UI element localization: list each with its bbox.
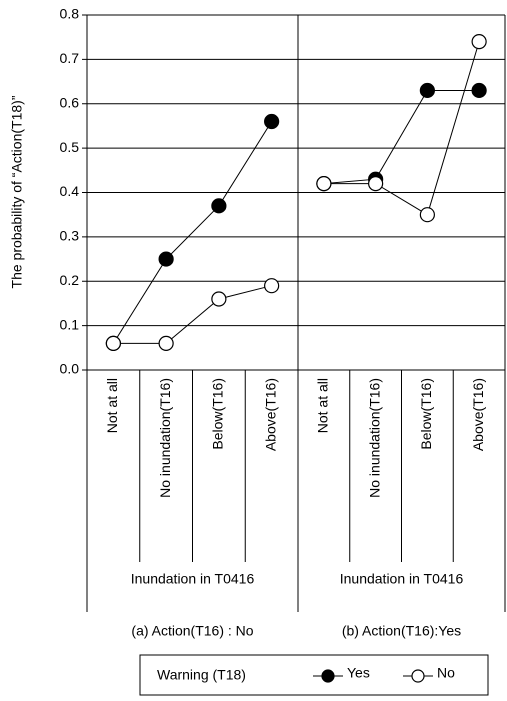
- data-point: [158, 251, 174, 267]
- x-tick-label: Above(T16): [262, 378, 278, 451]
- data-point: [264, 113, 280, 130]
- y-tick-label: 0.0: [60, 361, 80, 377]
- panel-caption: (b) Action(T16):Yes: [342, 623, 461, 639]
- y-tick-label: 0.2: [60, 272, 80, 288]
- data-point: [419, 82, 435, 99]
- data-point: [471, 34, 487, 50]
- group-label: Inundation in T0416: [340, 571, 464, 587]
- x-tick-label: Not at all: [104, 378, 120, 433]
- group-label: Inundation in T0416: [131, 571, 255, 587]
- series-line: [323, 41, 480, 216]
- y-axis-label: The probability of “Action(T18)”: [9, 95, 25, 288]
- panel-caption: (a) Action(T16) : No: [131, 623, 253, 639]
- data-point: [419, 207, 435, 223]
- data-point: [264, 278, 280, 294]
- x-tick-label: No inundation(T16): [157, 378, 173, 498]
- y-tick-label: 0.3: [60, 228, 80, 244]
- data-point: [211, 291, 227, 307]
- legend-box: [139, 654, 489, 696]
- legend-marker: [321, 669, 335, 683]
- series-line: [323, 89, 480, 185]
- data-point: [211, 198, 227, 214]
- legend-title: Warning (T18): [157, 667, 246, 683]
- y-tick-label: 0.6: [60, 94, 80, 110]
- data-point: [158, 335, 174, 351]
- legend-label: No: [437, 665, 455, 681]
- y-tick-label: 0.8: [60, 6, 80, 22]
- legend-marker: [411, 669, 425, 683]
- data-point: [471, 82, 487, 99]
- data-point: [368, 176, 384, 192]
- series-line: [112, 121, 273, 344]
- data-point: [105, 335, 121, 351]
- y-tick-label: 0.5: [60, 139, 80, 155]
- x-tick-label: No inundation(T16): [366, 378, 382, 498]
- data-point: [316, 176, 332, 192]
- y-tick-label: 0.1: [60, 316, 80, 332]
- x-tick-label: Below(T16): [418, 378, 434, 450]
- x-tick-label: Above(T16): [470, 378, 486, 451]
- y-tick-label: 0.7: [60, 50, 80, 66]
- y-tick-label: 0.4: [60, 183, 80, 199]
- x-tick-label: Not at all: [315, 378, 331, 433]
- legend-label: Yes: [347, 665, 370, 681]
- series-line: [113, 285, 272, 344]
- x-tick-label: Below(T16): [210, 378, 226, 450]
